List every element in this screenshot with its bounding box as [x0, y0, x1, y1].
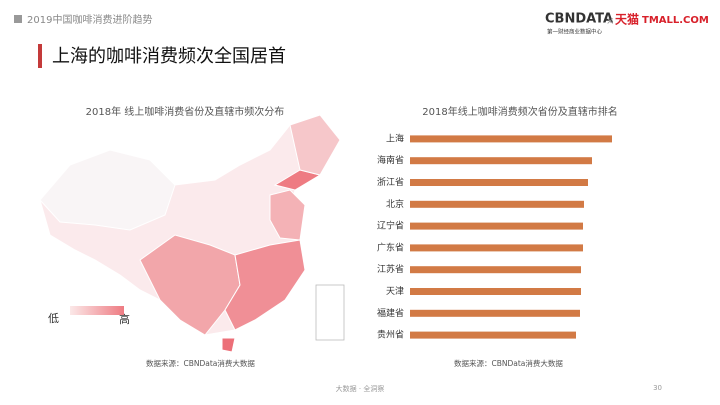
chart-source: 数据来源：CBNData消费大数据	[454, 358, 563, 368]
category-label: 北京	[386, 198, 404, 210]
logo-sub: 第一财经商业数据中心	[547, 28, 603, 36]
bar	[410, 244, 583, 252]
bar	[410, 135, 612, 143]
bar	[410, 266, 581, 274]
bar	[410, 331, 576, 339]
legend-gradient	[70, 306, 124, 315]
partner-en: TMALL.COM	[642, 15, 709, 26]
header-marker	[14, 15, 22, 23]
logo-times: ×	[606, 16, 614, 27]
page-number: 30	[653, 384, 662, 392]
bar	[410, 288, 581, 295]
partner: 天猫	[615, 12, 639, 27]
category-label: 福建省	[377, 307, 404, 319]
category-label: 浙江省	[377, 176, 404, 188]
bar	[410, 157, 592, 165]
category-label: 广东省	[377, 241, 404, 253]
footer-tagline: 大数据 · 全洞察	[336, 384, 385, 393]
bar	[410, 222, 583, 230]
slide-title: 上海的咖啡消费频次全国居首	[52, 46, 286, 67]
bar	[410, 179, 588, 186]
map-source: 数据来源：CBNData消费大数据	[146, 358, 255, 368]
legend-low: 低	[48, 312, 59, 325]
category-label: 江苏省	[377, 263, 404, 275]
bar	[410, 200, 584, 208]
map	[39, 114, 345, 353]
logo: CBNDATA	[545, 12, 613, 27]
map-title: 2018年 线上咖啡消费省份及直辖市频次分布	[86, 105, 285, 118]
category-label: 上海	[386, 132, 404, 144]
legend-high: 高	[119, 312, 130, 326]
category-label: 辽宁省	[377, 220, 404, 232]
bar	[410, 309, 580, 317]
category-label: 海南省	[377, 154, 404, 166]
title-marker	[38, 44, 42, 68]
deck-title: 2019中国咖啡消费进阶趋势	[27, 13, 152, 26]
category-label: 贵州省	[377, 329, 404, 341]
chart-title: 2018年线上咖啡消费频次省份及直辖市排名	[422, 105, 617, 118]
category-label: 天津	[386, 286, 404, 297]
